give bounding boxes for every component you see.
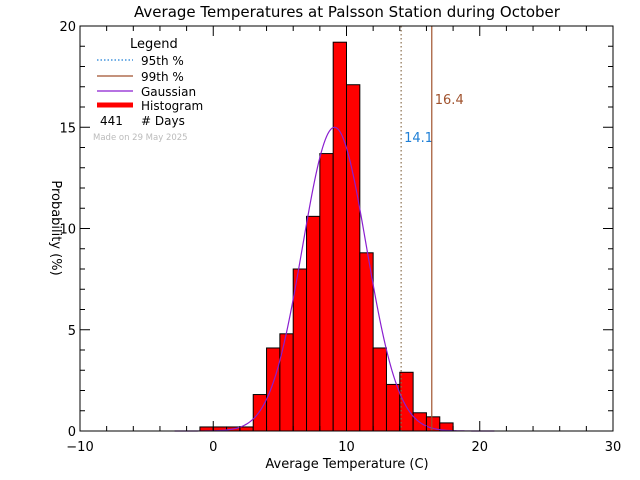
histogram-bar — [346, 84, 361, 432]
legend-title: Legend — [130, 37, 178, 52]
x-tick-label: 0 — [209, 440, 217, 455]
y-tick-label: 10 — [59, 223, 76, 238]
histogram-bar — [332, 41, 347, 432]
x-tick-label: 10 — [338, 440, 355, 455]
x-axis-label: Average Temperature (C) — [265, 457, 428, 472]
histogram-bars — [199, 41, 454, 432]
gaussian-curve — [174, 126, 495, 432]
legend-days-label: # Days — [141, 114, 185, 128]
histogram-bar — [372, 347, 387, 432]
histogram-bar — [279, 333, 294, 432]
x-tick-label: 20 — [471, 440, 488, 455]
chart-title: Average Temperatures at Palsson Station … — [134, 3, 561, 21]
histogram-bar — [239, 426, 254, 432]
percentile-label: 14.1 — [404, 131, 433, 146]
x-tick-label: 30 — [605, 440, 622, 455]
histogram-bar — [292, 268, 308, 432]
legend-label-histogram: Histogram — [141, 99, 203, 113]
histogram-bar — [306, 215, 321, 432]
y-tick-label: 15 — [59, 121, 76, 136]
legend-label-gaussian: Gaussian — [141, 85, 196, 99]
legend-label-99th: 99th % — [141, 70, 184, 84]
histogram-bar — [252, 394, 268, 432]
legend-label-95th: 95th % — [141, 54, 184, 68]
y-tick-label: 0 — [68, 425, 76, 440]
x-tick-label: −10 — [66, 440, 93, 455]
made-on-annotation: Made on 29 May 2025 — [93, 133, 188, 143]
y-tick-label: 20 — [59, 20, 76, 35]
legend: Legend 95th % 99th % Gaussian Histogram … — [93, 37, 203, 143]
y-tick-label: 5 — [68, 324, 76, 339]
percentile-lines: 14.1 16.4 — [400, 26, 464, 431]
histogram-bar — [359, 252, 374, 432]
y-axis-label: Probability (%) — [48, 180, 63, 275]
legend-days-count: 441 — [100, 114, 123, 128]
percentile-label: 16.4 — [435, 93, 464, 108]
gaussian-curve-layer — [174, 126, 495, 432]
histogram-bar — [266, 347, 281, 432]
histogram-bar — [399, 371, 414, 432]
histogram-bar — [319, 153, 334, 432]
histogram-bar — [385, 383, 401, 432]
